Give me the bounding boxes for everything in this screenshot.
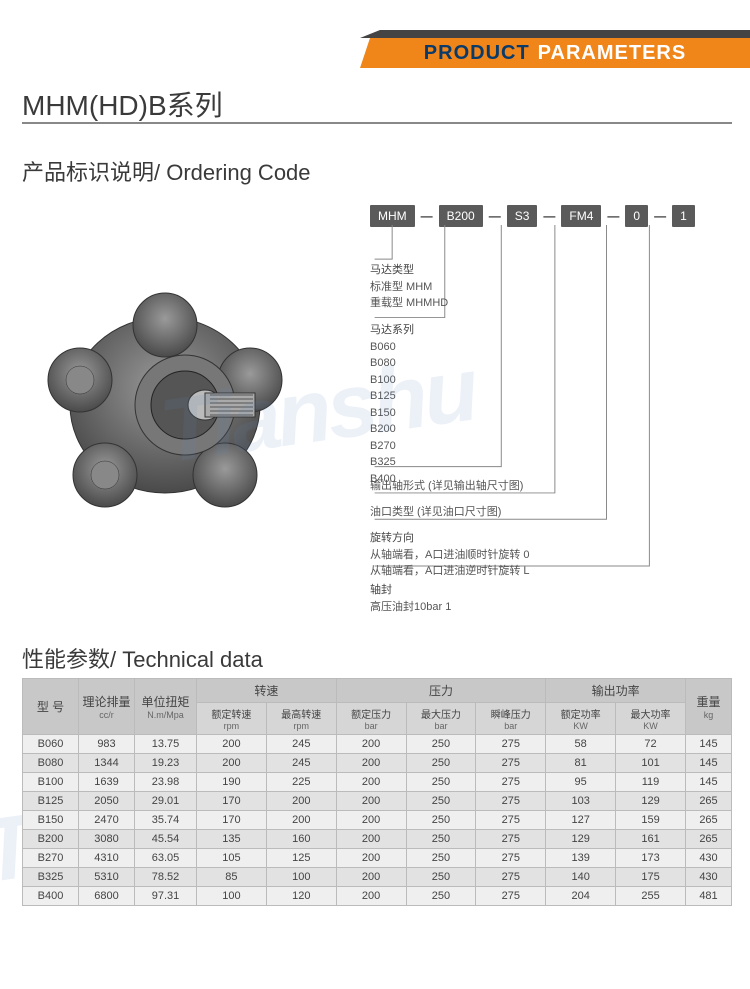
motor-image	[30, 290, 300, 520]
table-row: B06098313.752002452002502755872145	[23, 735, 732, 754]
code-box: FM4	[561, 205, 601, 227]
ordering-code-boxes: MHM — B200 — S3 — FM4 — 0 — 1	[370, 205, 695, 227]
code-box: MHM	[370, 205, 415, 227]
oc-seal: 轴封 高压油封10bar 1	[370, 582, 451, 615]
code-box: S3	[507, 205, 538, 227]
table-row: B080134419.2320024520025027581101145	[23, 754, 732, 773]
table-row: B150247035.74170200200250275127159265	[23, 811, 732, 830]
code-box: 0	[625, 205, 648, 227]
code-box: B200	[439, 205, 483, 227]
banner-word1: PRODUCT	[424, 42, 530, 65]
table-row: B325531078.5285100200250275140175430	[23, 868, 732, 887]
title-underline	[22, 122, 732, 124]
table-row: B400680097.31100120200250275204255481	[23, 887, 732, 906]
page-title: MHM(HD)B系列	[22, 84, 223, 124]
section-ordering-code: 产品标识说明/ Ordering Code	[22, 155, 311, 187]
table-row: B100163923.9819022520025027595119145	[23, 773, 732, 792]
table-row: B125205029.01170200200250275103129265	[23, 792, 732, 811]
oc-shaft: 输出轴形式 (详见输出轴尺寸图)	[370, 478, 523, 495]
oc-motor-type: 马达类型 标准型 MHM 重载型 MHMHD	[370, 262, 448, 312]
oc-rotation: 旋转方向 从轴端看，A口进油顺时针旋转 0 从轴端看，A口进油逆时针旋转 L	[370, 530, 530, 580]
technical-data-table: 型 号 理论排量cc/r 单位扭矩N.m/Mpa 转速 压力 输出功率 重量kg…	[22, 678, 732, 906]
oc-port: 油口类型 (详见油口尺寸图)	[370, 504, 501, 521]
section-technical-data: 性能参数/ Technical data	[22, 642, 263, 674]
banner-word2: PARAMETERS	[538, 42, 687, 65]
table-row: B200308045.54135160200250275129161265	[23, 830, 732, 849]
table-row: B270431063.05105125200250275139173430	[23, 849, 732, 868]
oc-motor-series: 马达系列 B060 B080 B100 B125 B150 B200 B270 …	[370, 322, 414, 487]
banner: PRODUCT PARAMETERS	[360, 30, 750, 68]
code-box: 1	[672, 205, 695, 227]
